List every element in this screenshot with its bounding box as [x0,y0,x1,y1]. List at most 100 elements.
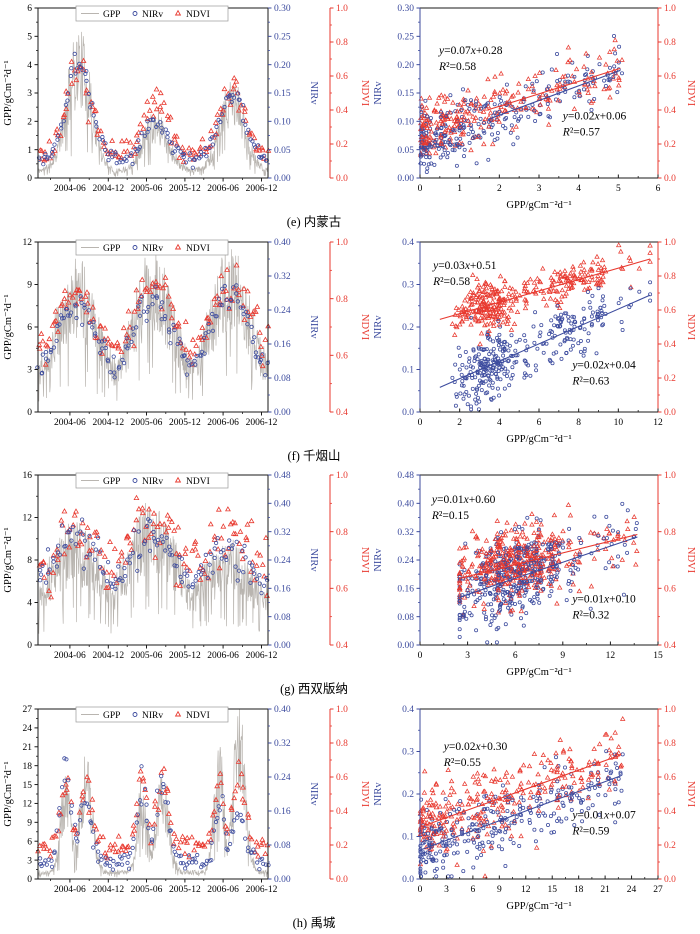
ndvi-point [539,91,546,97]
ndvi-point [475,133,482,139]
nirv-point [581,353,586,358]
ndvi-point [80,796,86,802]
nirv-point [457,367,462,371]
ndvi-point [254,303,261,309]
ndvi-point [518,106,524,112]
nirv-point [129,151,134,156]
ndvi-point [552,268,558,274]
ndvi-point [440,112,446,118]
ndvi-point [436,842,443,847]
nirv-point [186,584,191,589]
nirv-point [148,117,153,123]
nirv-point [165,800,170,805]
ndvi-point [490,793,496,799]
nirv-point [601,321,606,326]
nirv-point [158,120,163,125]
ndvi-point [433,780,439,786]
nirv-point [549,589,554,594]
ndvi-point [245,813,252,820]
nirv-point [543,813,548,818]
nirv-point [230,543,235,548]
ndvi-point [531,542,538,548]
nirv-point [69,66,74,71]
nirv-point [466,132,471,137]
nirv-point [538,518,543,523]
ndvi-point [127,323,133,329]
nirv-point [257,581,262,586]
nirv-point [75,830,80,835]
nirv-point [77,61,82,67]
ndvi-point [71,824,78,830]
nirv-point [139,131,144,136]
row-g-caption: (g) 西双版纳 [280,682,348,696]
ndvi-point [454,835,460,840]
nirv-point [627,304,632,309]
nirv-point [132,244,138,250]
ndvi-point [516,798,522,804]
ndvi-point [567,745,573,751]
ndvi-point [471,102,478,108]
nirv-point [257,359,263,364]
nirv-point [596,317,600,322]
nirv-point [563,765,567,769]
ndvi-point [563,282,570,288]
ndvi-point [456,140,463,145]
ndvi-point [599,256,606,262]
nirv-point [162,316,167,321]
nirv-point [510,797,515,802]
nirv-point [466,815,471,820]
ndvi-point [195,552,201,558]
nirv-point [202,351,207,356]
ndvi-point [551,512,558,518]
nirv-point [500,846,504,851]
ndvi-point [426,808,432,814]
ndvi-point [477,821,483,826]
nirv-point [459,829,464,834]
ndvi-point [63,105,70,111]
nirv-point [480,592,485,597]
ndvi-point [173,835,180,841]
nirv-point [476,383,481,388]
nirv-point [104,579,110,584]
nirv-tick-label: 0.20 [397,61,414,71]
nirv-point [545,547,550,551]
ndvi-point [234,781,241,787]
ndvi-point [165,524,172,530]
nirv-point [421,840,425,845]
ndvi-point [192,538,199,544]
nirv-point [568,347,573,352]
nirv-point [421,128,426,133]
nirv-point [158,304,163,309]
nirv-point [240,118,246,123]
ndvi-point [449,803,456,809]
ndvi-point [41,157,48,163]
ndvi-point [518,832,524,838]
nirv-point [490,840,495,845]
x-tick-label: 0 [418,418,423,428]
ndvi-point [519,529,526,535]
ndvi-point [91,108,98,114]
ndvi-point [495,311,501,316]
ndvi-point [516,580,523,586]
ndvi-point [152,554,159,560]
nirv-point [192,856,197,861]
ndvi-point [122,559,129,565]
ndvi-point [258,841,265,847]
nirv-point [54,338,59,343]
ndvi-point [248,130,255,136]
nirv-point [486,373,491,378]
nirv-point [217,296,222,301]
ndvi-point [562,267,568,273]
ndvi-point [89,795,96,802]
ndvi-point [190,336,196,342]
ndvi-point [241,316,248,322]
ndvi-tick-label: 0.4 [336,106,348,116]
ndvi-point [500,86,506,92]
nirv-point [512,527,517,532]
ndvi-point [38,147,45,153]
nirv-point [572,74,577,79]
nirv-point [517,580,522,585]
ndvi-point [491,88,498,94]
ndvi-point [545,97,551,103]
nirv-point [507,600,512,605]
